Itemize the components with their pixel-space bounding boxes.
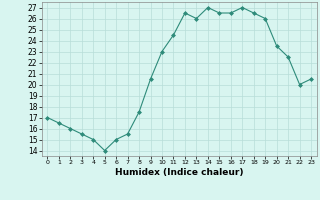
X-axis label: Humidex (Indice chaleur): Humidex (Indice chaleur) <box>115 168 244 177</box>
